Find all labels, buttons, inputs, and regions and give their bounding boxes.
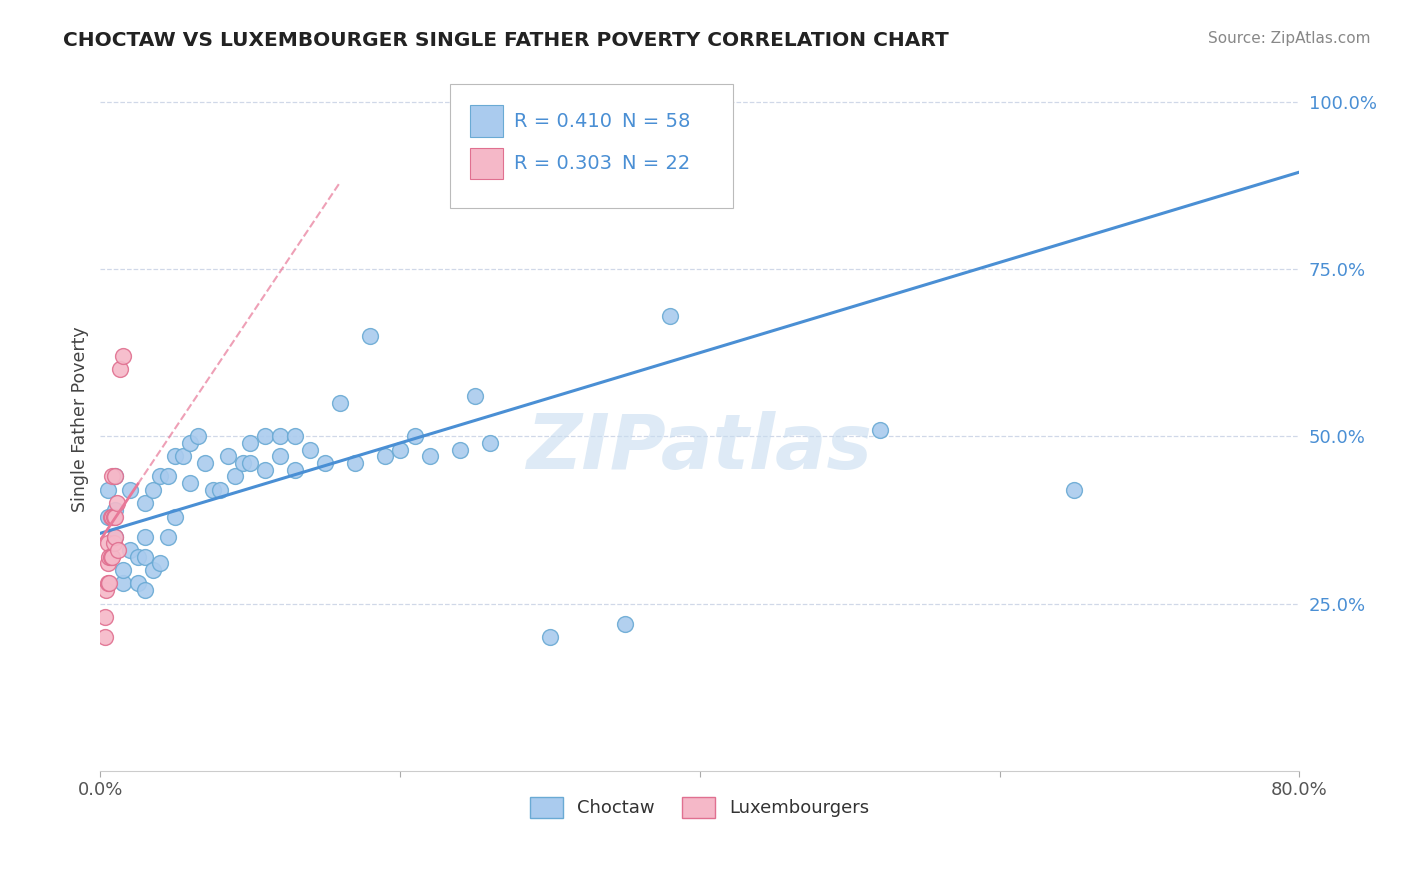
Point bbox=[108, 362, 131, 376]
Point bbox=[254, 429, 277, 443]
Point bbox=[224, 469, 246, 483]
Point bbox=[1063, 483, 1085, 497]
Point bbox=[127, 549, 149, 564]
Point bbox=[120, 483, 142, 497]
Point bbox=[464, 389, 486, 403]
Point bbox=[165, 450, 187, 464]
Point bbox=[232, 456, 254, 470]
Point bbox=[97, 483, 120, 497]
Point bbox=[120, 543, 142, 558]
Point bbox=[97, 576, 120, 591]
Point bbox=[269, 450, 291, 464]
Point bbox=[103, 536, 125, 550]
Point bbox=[344, 456, 367, 470]
Point bbox=[100, 549, 122, 564]
Point bbox=[179, 436, 201, 450]
Point bbox=[101, 469, 124, 483]
Point bbox=[149, 557, 172, 571]
Point bbox=[104, 509, 127, 524]
Point bbox=[134, 583, 156, 598]
Point bbox=[104, 469, 127, 483]
Point bbox=[103, 509, 125, 524]
Text: ZIPatlas: ZIPatlas bbox=[527, 410, 873, 484]
Point bbox=[97, 557, 120, 571]
Point bbox=[201, 483, 224, 497]
Point bbox=[107, 543, 129, 558]
Point bbox=[869, 423, 891, 437]
Point bbox=[104, 469, 127, 483]
Point bbox=[134, 530, 156, 544]
Point bbox=[142, 483, 165, 497]
Point bbox=[239, 456, 262, 470]
Bar bbox=[470, 147, 503, 179]
Point bbox=[613, 616, 636, 631]
Point bbox=[101, 549, 124, 564]
Point bbox=[658, 309, 681, 323]
Point bbox=[104, 530, 127, 544]
Point bbox=[374, 450, 396, 464]
Text: N = 58: N = 58 bbox=[621, 112, 690, 131]
FancyBboxPatch shape bbox=[450, 84, 734, 208]
Point bbox=[217, 450, 239, 464]
Point bbox=[284, 463, 307, 477]
Text: R = 0.410: R = 0.410 bbox=[515, 112, 612, 131]
Point bbox=[104, 503, 127, 517]
Point bbox=[101, 509, 124, 524]
Point bbox=[449, 442, 471, 457]
Point bbox=[127, 576, 149, 591]
Point bbox=[104, 530, 127, 544]
Point bbox=[194, 456, 217, 470]
Point bbox=[156, 530, 179, 544]
Point bbox=[111, 563, 134, 577]
Point bbox=[389, 442, 412, 457]
Bar bbox=[470, 105, 503, 137]
Point bbox=[209, 483, 232, 497]
Text: CHOCTAW VS LUXEMBOURGER SINGLE FATHER POVERTY CORRELATION CHART: CHOCTAW VS LUXEMBOURGER SINGLE FATHER PO… bbox=[63, 31, 949, 50]
Point bbox=[179, 476, 201, 491]
Legend: Choctaw, Luxembourgers: Choctaw, Luxembourgers bbox=[523, 789, 876, 825]
Point bbox=[165, 509, 187, 524]
Point bbox=[97, 509, 120, 524]
Point bbox=[94, 630, 117, 644]
Text: Source: ZipAtlas.com: Source: ZipAtlas.com bbox=[1208, 31, 1371, 46]
Point bbox=[142, 563, 165, 577]
Point bbox=[94, 610, 117, 624]
Point bbox=[172, 450, 194, 464]
Point bbox=[98, 576, 121, 591]
Point bbox=[299, 442, 322, 457]
Point bbox=[111, 349, 134, 363]
Point bbox=[98, 549, 121, 564]
Point bbox=[105, 496, 128, 510]
Point bbox=[100, 509, 122, 524]
Point bbox=[96, 583, 118, 598]
Point bbox=[419, 450, 441, 464]
Point bbox=[538, 630, 561, 644]
Text: N = 22: N = 22 bbox=[621, 153, 690, 173]
Text: R = 0.303: R = 0.303 bbox=[515, 153, 612, 173]
Point bbox=[156, 469, 179, 483]
Point bbox=[269, 429, 291, 443]
Point bbox=[97, 536, 120, 550]
Point bbox=[134, 496, 156, 510]
Point bbox=[314, 456, 336, 470]
Y-axis label: Single Father Poverty: Single Father Poverty bbox=[72, 326, 89, 512]
Point bbox=[404, 429, 426, 443]
Point bbox=[284, 429, 307, 443]
Point bbox=[187, 429, 209, 443]
Point bbox=[329, 396, 352, 410]
Point bbox=[149, 469, 172, 483]
Point bbox=[239, 436, 262, 450]
Point bbox=[359, 329, 381, 343]
Point bbox=[478, 436, 501, 450]
Point bbox=[134, 549, 156, 564]
Point bbox=[111, 576, 134, 591]
Point bbox=[254, 463, 277, 477]
